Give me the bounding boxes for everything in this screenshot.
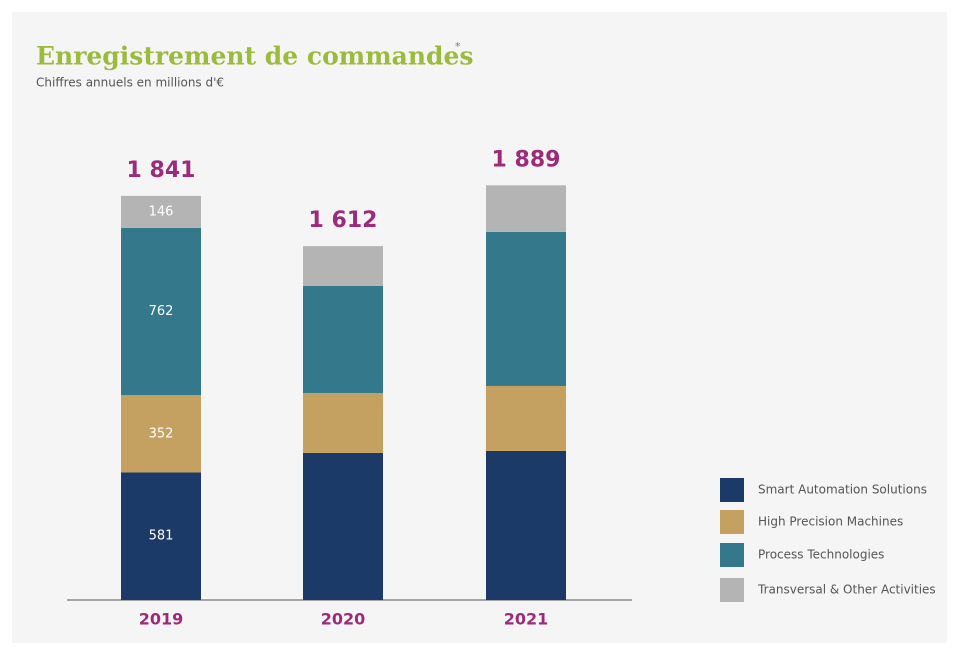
total-label: 1 841 — [127, 158, 196, 183]
legend-label: Process Technologies — [758, 548, 884, 562]
segment-label: 352 — [149, 426, 174, 441]
bar-segment — [303, 285, 383, 393]
legend-swatch — [720, 478, 744, 502]
legend-swatch — [720, 510, 744, 534]
subtitle: Chiffres annuels en millions d'€ — [36, 76, 224, 90]
x-tick-label: 2021 — [504, 610, 549, 629]
x-tick-label: 2020 — [321, 610, 366, 629]
segment-label: 581 — [149, 529, 174, 544]
bar-segment — [303, 392, 383, 453]
segment-label: 762 — [149, 304, 174, 319]
bar-segment — [121, 227, 201, 396]
bar-segment — [486, 385, 566, 451]
legend-swatch — [720, 543, 744, 567]
total-label: 1 889 — [492, 147, 561, 172]
x-tick-label: 2019 — [139, 610, 184, 629]
legend-label: High Precision Machines — [758, 515, 903, 529]
total-label: 1 612 — [309, 208, 378, 233]
bar-segment — [303, 246, 383, 286]
bar-segment — [303, 452, 383, 600]
bar-segment — [121, 195, 201, 228]
bar-segment — [486, 450, 566, 600]
legend-swatch — [720, 578, 744, 602]
bar-segment — [121, 395, 201, 473]
bar-segment — [486, 185, 566, 232]
segment-label: 146 — [149, 204, 174, 219]
legend-label: Transversal & Other Activities — [757, 583, 936, 597]
bar-segment — [486, 231, 566, 386]
title-note: * — [455, 40, 461, 53]
bar-segment — [121, 472, 201, 600]
chart-title: Enregistrement de commandes — [36, 42, 474, 71]
legend-label: Smart Automation Solutions — [758, 483, 927, 497]
